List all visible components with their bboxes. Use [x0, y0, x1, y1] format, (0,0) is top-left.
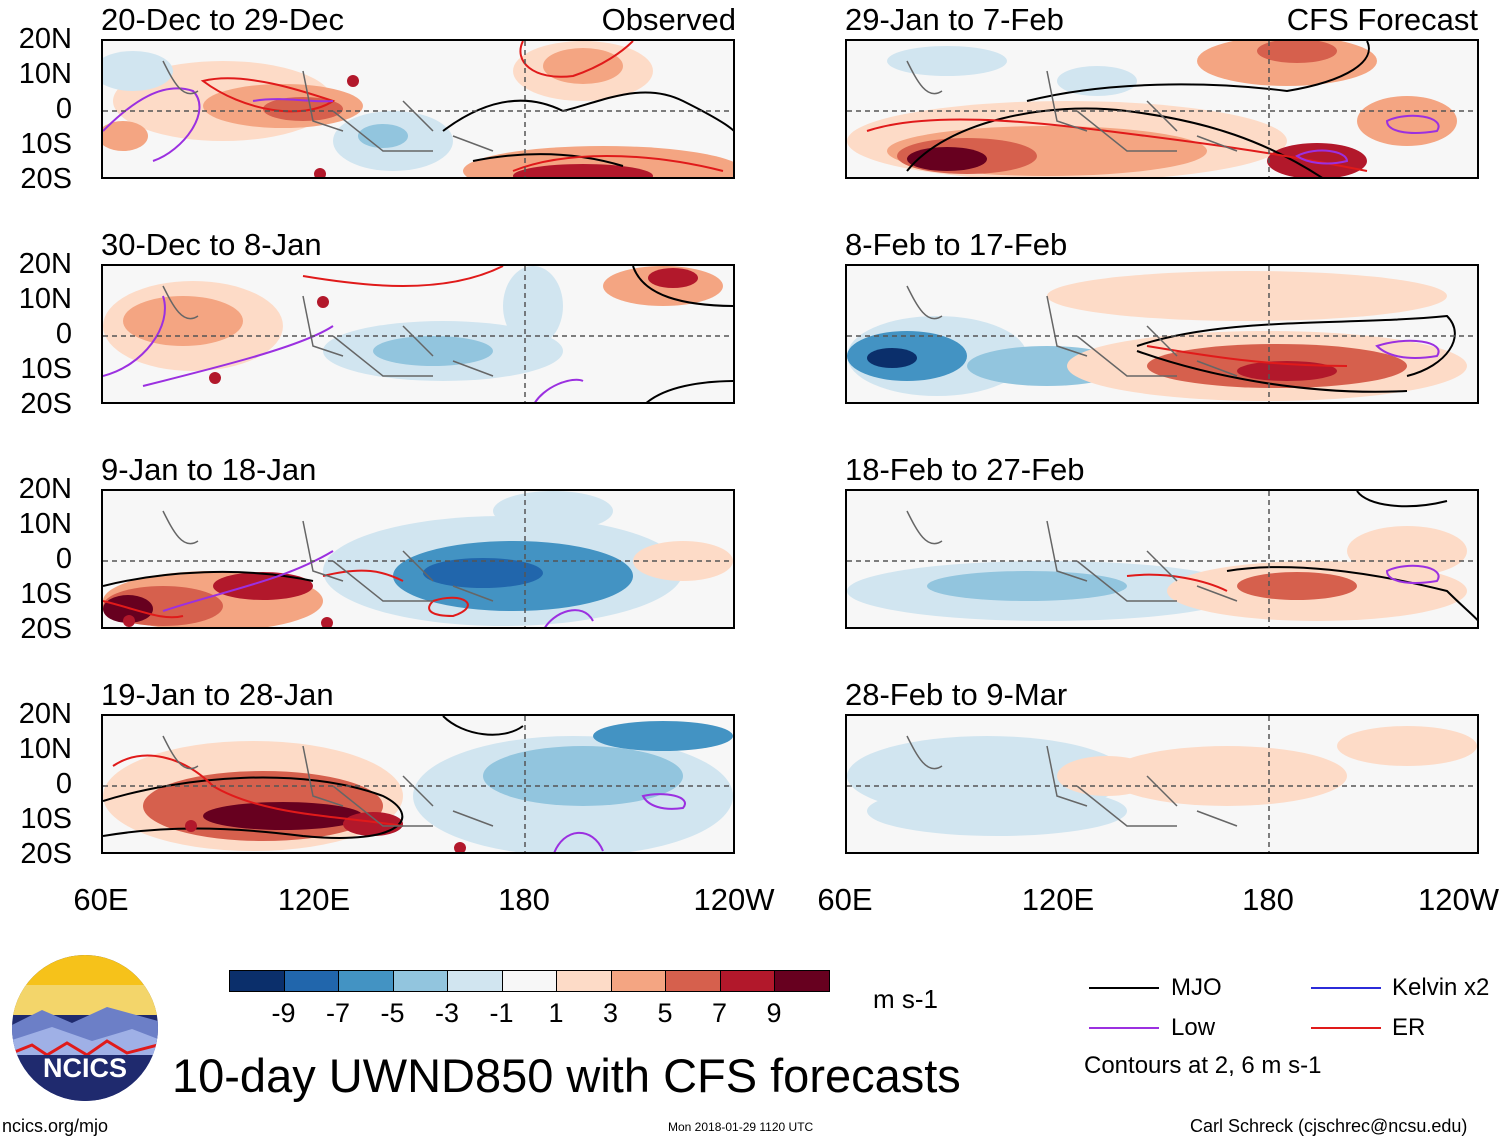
legend-label-low: Low	[1171, 1014, 1216, 1041]
panel-title: 9-Jan to 18-Jan	[101, 452, 317, 487]
storm-marker	[185, 820, 197, 832]
legend-note: Contours at 2, 6 m s-1	[1084, 1052, 1322, 1079]
colorbar-label: 9	[766, 998, 782, 1028]
lat-label: 10N	[18, 58, 72, 90]
storm-marker	[123, 615, 135, 627]
lon-label: 60E	[817, 882, 873, 917]
lon-label: 180	[498, 882, 550, 917]
map-panel-forecast-4	[845, 714, 1479, 854]
lat-label: 0	[55, 543, 72, 575]
legend-line-kelvin	[1311, 987, 1381, 989]
lat-label: 0	[55, 318, 72, 350]
colorbar-swatch	[501, 970, 557, 992]
lat-label: 10S	[20, 803, 72, 835]
map-panel-observed-3	[101, 489, 735, 629]
panel-title: 28-Feb to 9-Mar	[845, 677, 1068, 712]
colorbar-units: m s-1	[873, 984, 938, 1014]
lat-label: 10S	[20, 128, 72, 160]
map-panel-observed-1	[101, 39, 735, 179]
colorbar-label: -1	[489, 998, 514, 1028]
map-panel-forecast-1	[845, 39, 1479, 179]
colorbar-swatch	[556, 970, 612, 992]
lat-label: 10S	[20, 353, 72, 385]
lat-label: 20N	[18, 473, 72, 505]
map-panel-forecast-2	[845, 264, 1479, 404]
colorbar-label: -3	[434, 998, 459, 1028]
colorbar-swatch	[665, 970, 721, 992]
storm-marker	[347, 75, 359, 87]
lon-label: 120W	[1418, 882, 1499, 917]
lat-label: 20S	[20, 163, 72, 195]
panel-title: 19-Jan to 28-Jan	[101, 677, 334, 712]
colorbar-swatch	[719, 970, 775, 992]
lat-label: 20S	[20, 613, 72, 645]
lon-label: 120E	[1021, 882, 1095, 917]
legend-label-kelvin: Kelvin x2	[1392, 974, 1490, 1001]
panel-title: 8-Feb to 17-Feb	[845, 227, 1068, 262]
colorbar-label: 1	[548, 998, 564, 1028]
footer-timestamp: Mon 2018-01-29 1120 UTC	[668, 1120, 814, 1134]
colorbar-swatch	[338, 970, 394, 992]
legend-line-low	[1089, 1027, 1159, 1029]
panel-tag-forecast: CFS Forecast	[1286, 2, 1478, 37]
lat-label: 10N	[18, 508, 72, 540]
legend-label-mjo: MJO	[1171, 974, 1222, 1001]
lat-label: 0	[55, 768, 72, 800]
colorbar-label: -5	[380, 998, 405, 1028]
colorbar-swatch	[283, 970, 339, 992]
footer-url: ncics.org/mjo	[2, 1116, 109, 1136]
map-panel-forecast-3	[845, 489, 1479, 629]
panel-title: 29-Jan to 7-Feb	[845, 2, 1064, 37]
colorbar-label: 7	[711, 998, 728, 1028]
legend-label-er: ER	[1392, 1014, 1426, 1041]
colorbar-label: 3	[602, 998, 619, 1028]
colorbar-swatch	[229, 970, 285, 992]
map-panel-observed-2	[101, 264, 735, 404]
colorbar-swatch	[392, 970, 448, 992]
legend-line-mjo	[1089, 987, 1159, 989]
colorbar-label: 5	[657, 998, 673, 1028]
lat-label: 10N	[18, 283, 72, 315]
storm-marker	[454, 842, 466, 852]
lon-label: 120W	[693, 882, 775, 917]
storm-marker	[209, 372, 221, 384]
panel-tag-observed: Observed	[601, 2, 736, 37]
lat-label: 20S	[20, 838, 72, 870]
lat-label: 20N	[18, 248, 72, 280]
lat-label: 0	[55, 93, 72, 125]
panel-title: 20-Dec to 29-Dec	[101, 2, 344, 37]
storm-marker	[314, 168, 326, 177]
colorbar-swatch	[774, 970, 830, 992]
lat-label: 20N	[18, 698, 72, 730]
lat-label: 10N	[18, 733, 72, 765]
lon-label: 120E	[277, 882, 351, 917]
legend-line-er	[1311, 1027, 1381, 1029]
colorbar-swatch	[610, 970, 666, 992]
lon-label: 60E	[73, 882, 129, 917]
panel-title: 18-Feb to 27-Feb	[845, 452, 1085, 487]
colorbar-label: -7	[325, 998, 350, 1028]
panel-title: 30-Dec to 8-Jan	[101, 227, 322, 262]
figure-title: 10-day UWND850 with CFS forecasts	[172, 1049, 961, 1102]
storm-marker	[321, 617, 333, 627]
colorbar-swatch	[447, 970, 503, 992]
colorbar-label: -9	[271, 998, 296, 1028]
storm-marker	[317, 296, 329, 308]
logo-text: NCICS	[42, 1053, 127, 1083]
lat-label: 20N	[18, 23, 72, 55]
footer-credit: Carl Schreck (cjschrec@ncsu.edu)	[1190, 1116, 1468, 1136]
map-panel-observed-4	[101, 714, 735, 854]
ncics-logo: NCICS	[12, 955, 158, 1101]
lat-label: 20S	[20, 388, 72, 420]
lon-label: 180	[1242, 882, 1294, 917]
lat-label: 10S	[20, 578, 72, 610]
